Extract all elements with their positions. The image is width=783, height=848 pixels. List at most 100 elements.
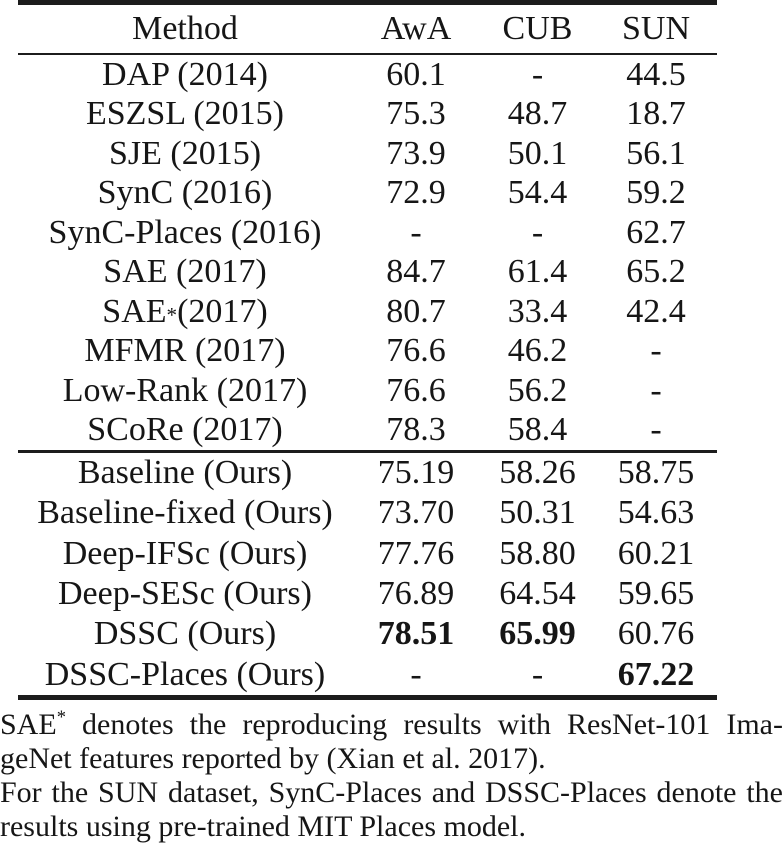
cub-cell: 65.99	[499, 615, 576, 653]
prior-work-section: DAP (2014) 60.1 - 44.5 ESZSL (2015) 75.3 48.7 1…	[18, 55, 717, 450]
cub-cell: 58.26	[499, 454, 576, 492]
sun-cell: 54.63	[617, 494, 695, 532]
method-cell: DAP (2014)	[102, 55, 268, 93]
cub-cell: -	[531, 213, 544, 251]
caption-line: SAE* denotes the reproducing results wit…	[0, 708, 783, 742]
cub-cell: 54.4	[507, 174, 568, 212]
caption-text: geNet features reported by (Xian et al. …	[0, 741, 546, 775]
method-cell: Baseline (Ours)	[77, 454, 293, 492]
method-cell: DSSC (Ours)	[93, 615, 277, 653]
cub-cell: -	[531, 55, 544, 93]
column-header-cub: CUB	[502, 10, 573, 47]
method-cell: SJE (2015)	[108, 134, 262, 172]
table-row: SCoRe (2017) 78.3 58.4 -	[18, 411, 717, 451]
awa-cell: 84.7	[386, 253, 446, 291]
awa-cell: 75.19	[377, 454, 455, 492]
table-row: SAE * (2017) 80.7 33.4 42.4	[18, 292, 717, 332]
cub-cell: 33.4	[507, 292, 568, 330]
awa-cell: 78.3	[386, 411, 446, 449]
sun-cell: 44.5	[626, 55, 686, 93]
column-header-awa: AwA	[380, 10, 452, 47]
awa-cell: 76.89	[377, 575, 455, 613]
method-cell: DSSC-Places (Ours)	[44, 655, 326, 693]
table-row: SynC (2016) 72.9 54.4 59.2	[18, 174, 717, 214]
sun-cell: 65.2	[626, 253, 686, 291]
cub-cell: 58.80	[499, 534, 576, 572]
method-cell: SynC-Places (2016)	[48, 213, 322, 251]
cub-cell: 48.7	[507, 95, 568, 133]
table-row: SynC-Places (2016) - - 62.7	[18, 213, 717, 253]
caption-text: For the SUN dataset, SynC-Places and DSS…	[0, 775, 783, 809]
awa-cell: 75.3	[386, 95, 446, 133]
cub-cell: 64.54	[499, 575, 576, 613]
table-row: DSSC-Places (Ours) - - 67.22	[18, 654, 717, 694]
table-row: MFMR (2017) 76.6 46.2 -	[18, 332, 717, 372]
mid-rule	[18, 450, 717, 453]
method-cell: MFMR (2017)	[84, 332, 286, 370]
method-cell: SynC (2016)	[97, 174, 273, 212]
sun-cell: 59.65	[617, 575, 695, 613]
awa-cell: 76.6	[386, 371, 446, 409]
method-cell: Deep-SESc (Ours)	[58, 575, 312, 613]
method-cell: Low-Rank (2017)	[62, 371, 308, 409]
caption-text: denotes the reproducing results with Res…	[65, 707, 783, 741]
sun-cell: -	[650, 332, 662, 370]
sun-cell: 58.75	[617, 454, 695, 492]
cub-cell: 50.1	[507, 134, 568, 172]
column-header-method: Method	[132, 10, 238, 47]
table-row: SJE (2015) 73.9 50.1 56.1	[18, 134, 717, 174]
awa-cell: 60.1	[386, 55, 446, 93]
table-row: Deep-IFSc (Ours) 77.76 58.80 60.21	[18, 534, 717, 574]
sun-cell: 18.7	[626, 95, 686, 133]
awa-cell: 73.70	[377, 494, 455, 532]
sun-cell: -	[650, 411, 662, 449]
cub-cell: 46.2	[507, 332, 568, 370]
asterisk-superscript: *	[56, 706, 66, 728]
table-row: Deep-SESc (Ours) 76.89 64.54 59.65	[18, 574, 717, 614]
sun-cell: 59.2	[626, 174, 686, 212]
method-cell: SAE * (2017)	[102, 292, 268, 330]
table-row: DSSC (Ours) 78.51 65.99 60.76	[18, 614, 717, 654]
sun-cell: 62.7	[626, 213, 686, 251]
table-header-row: Method AwA CUB SUN	[18, 5, 717, 53]
table-caption: SAE* denotes the reproducing results wit…	[0, 708, 783, 844]
awa-cell: 76.6	[386, 332, 446, 370]
method-cell: Deep-IFSc (Ours)	[62, 534, 308, 572]
cub-cell: 56.2	[507, 371, 568, 409]
cub-cell: 58.4	[507, 411, 568, 449]
awa-cell: 78.51	[377, 615, 455, 653]
awa-cell: 72.9	[386, 174, 446, 212]
ours-section: Baseline (Ours) 75.19 58.26 58.75 Baseline-f…	[18, 453, 717, 695]
cub-cell: 61.4	[507, 253, 568, 291]
method-cell: SAE (2017)	[103, 253, 267, 291]
caption-line: results using pre-trained MIT Places mod…	[0, 810, 783, 844]
sun-cell: 67.22	[617, 655, 695, 693]
awa-cell: -	[410, 655, 422, 693]
awa-cell: -	[410, 213, 422, 251]
bottom-rule	[18, 694, 717, 700]
header-rule	[18, 53, 717, 55]
caption-text: SAE	[0, 707, 57, 741]
caption-line: For the SUN dataset, SynC-Places and DSS…	[0, 776, 783, 810]
table-row: Low-Rank (2017) 76.6 56.2 -	[18, 371, 717, 411]
sun-cell: 56.1	[626, 134, 686, 172]
results-table: Method AwA CUB SUN DAP (2014) 60.1-44.5 ES…	[18, 0, 717, 700]
method-cell: SCoRe (2017)	[87, 411, 283, 449]
top-rule	[18, 0, 717, 5]
table-row: Baseline-fixed (Ours) 73.70 50.31 54.63	[18, 493, 717, 533]
method-cell: ESZSL (2015)	[85, 95, 284, 133]
caption-text: results using pre-trained MIT Places mod…	[0, 809, 526, 843]
awa-cell: 73.9	[386, 134, 446, 172]
awa-cell: 80.7	[386, 292, 446, 330]
cub-cell: 50.31	[499, 494, 576, 532]
sun-cell: 42.4	[626, 292, 686, 330]
table-row: SAE (2017) 84.7 61.4 65.2	[18, 253, 717, 293]
cub-cell: -	[531, 655, 544, 693]
table-row: Baseline (Ours) 75.19 58.26 58.75	[18, 453, 717, 493]
table-row: ESZSL (2015) 75.3 48.7 18.7	[18, 95, 717, 135]
awa-cell: 77.76	[377, 534, 455, 572]
caption-line: geNet features reported by (Xian et al. …	[0, 742, 783, 776]
sun-cell: 60.21	[617, 534, 695, 572]
sun-cell: 60.76	[617, 615, 695, 653]
